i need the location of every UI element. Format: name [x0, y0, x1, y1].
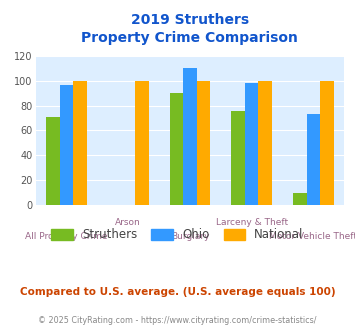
Bar — [258, 81, 272, 205]
Text: © 2025 CityRating.com - https://www.cityrating.com/crime-statistics/: © 2025 CityRating.com - https://www.city… — [38, 315, 317, 325]
Text: Arson: Arson — [115, 218, 141, 227]
Bar — [293, 193, 307, 205]
Bar — [170, 93, 183, 205]
Text: Compared to U.S. average. (U.S. average equals 100): Compared to U.S. average. (U.S. average … — [20, 287, 335, 297]
Text: All Property Crime: All Property Crime — [25, 232, 108, 241]
Text: 2019 Struthers
Property Crime Comparison: 2019 Struthers Property Crime Comparison — [82, 13, 298, 45]
Bar — [73, 81, 87, 205]
Bar — [183, 68, 197, 205]
Bar — [231, 111, 245, 205]
Bar — [245, 83, 258, 205]
Bar — [46, 117, 60, 205]
Bar — [320, 81, 334, 205]
Text: Larceny & Theft: Larceny & Theft — [215, 218, 288, 227]
Legend: Struthers, Ohio, National: Struthers, Ohio, National — [47, 224, 308, 246]
Text: Burglary: Burglary — [171, 232, 209, 241]
Bar — [197, 81, 210, 205]
Bar — [135, 81, 148, 205]
Bar — [307, 114, 320, 205]
Text: Motor Vehicle Theft: Motor Vehicle Theft — [269, 232, 355, 241]
Bar — [60, 84, 73, 205]
